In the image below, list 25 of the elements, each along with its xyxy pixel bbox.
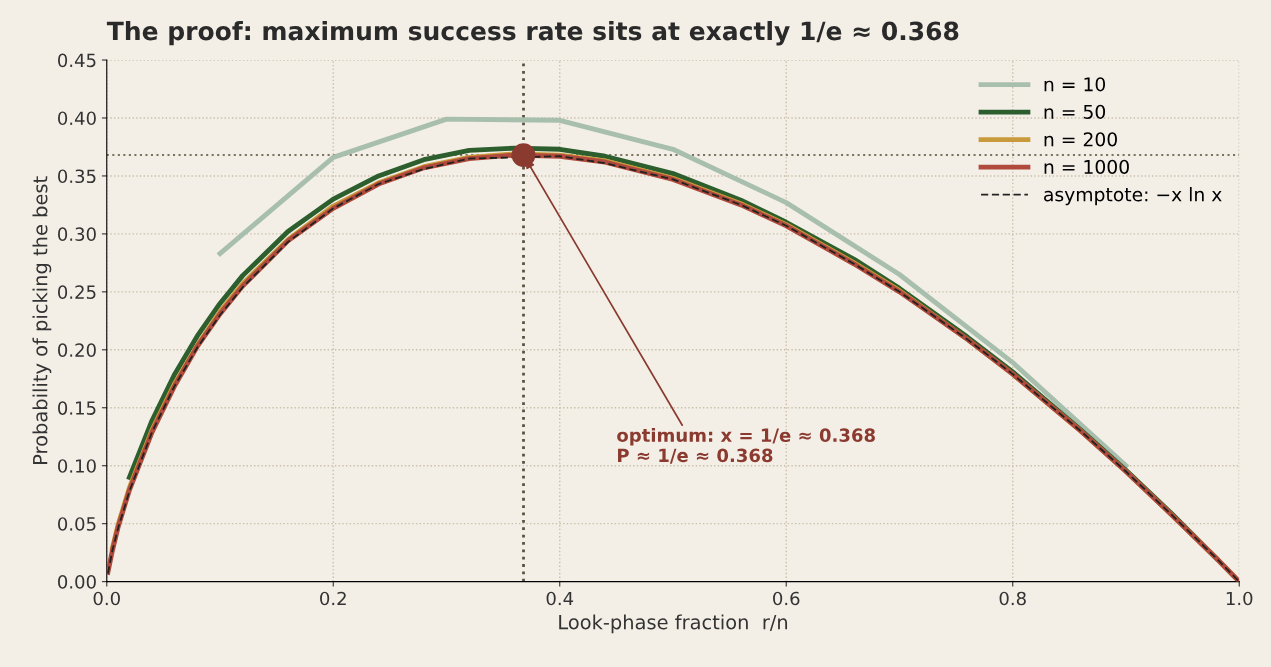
x-tick-label: 0.8 bbox=[999, 591, 1026, 606]
annotation: optimum: x = 1/e ≈ 0.368 P ≈ 1/e ≈ 0.368 bbox=[617, 428, 875, 464]
y-tick-label: 0.25 bbox=[58, 285, 96, 299]
legend-label: n = 1000 bbox=[1044, 159, 1129, 174]
legend-label: n = 50 bbox=[1044, 104, 1106, 119]
x-tick-label: 1.0 bbox=[1226, 591, 1253, 606]
legend-label: n = 10 bbox=[1044, 77, 1106, 92]
chart-title: The proof: maximum success rate sits at exactly 1/e ≈ 0.368 bbox=[106, 21, 959, 46]
legend-label: n = 200 bbox=[1044, 132, 1117, 147]
x-tick-label: 0.6 bbox=[773, 591, 800, 606]
y-tick-label: 0.05 bbox=[58, 517, 96, 531]
y-tick-label: 0.40 bbox=[58, 111, 96, 126]
x-tick-label: 0.0 bbox=[93, 591, 120, 606]
legend-label: asymptote: −x ln x bbox=[1044, 186, 1222, 206]
y-tick-label: 0.30 bbox=[58, 227, 96, 242]
x-tick-label: 0.4 bbox=[546, 591, 574, 606]
x-axis-title: Look-phase fraction r/n bbox=[559, 614, 788, 634]
y-tick-label: 0.10 bbox=[58, 459, 96, 473]
y-axis-title: Probability of picking the best bbox=[32, 176, 52, 464]
y-tick-label: 0.35 bbox=[58, 169, 96, 184]
x-tick-label: 0.2 bbox=[320, 591, 346, 606]
y-tick-label: 0.00 bbox=[58, 575, 96, 589]
y-tick-label: 0.15 bbox=[58, 401, 96, 415]
y-tick-label: 0.45 bbox=[58, 53, 96, 68]
y-tick-label: 0.20 bbox=[58, 343, 96, 357]
